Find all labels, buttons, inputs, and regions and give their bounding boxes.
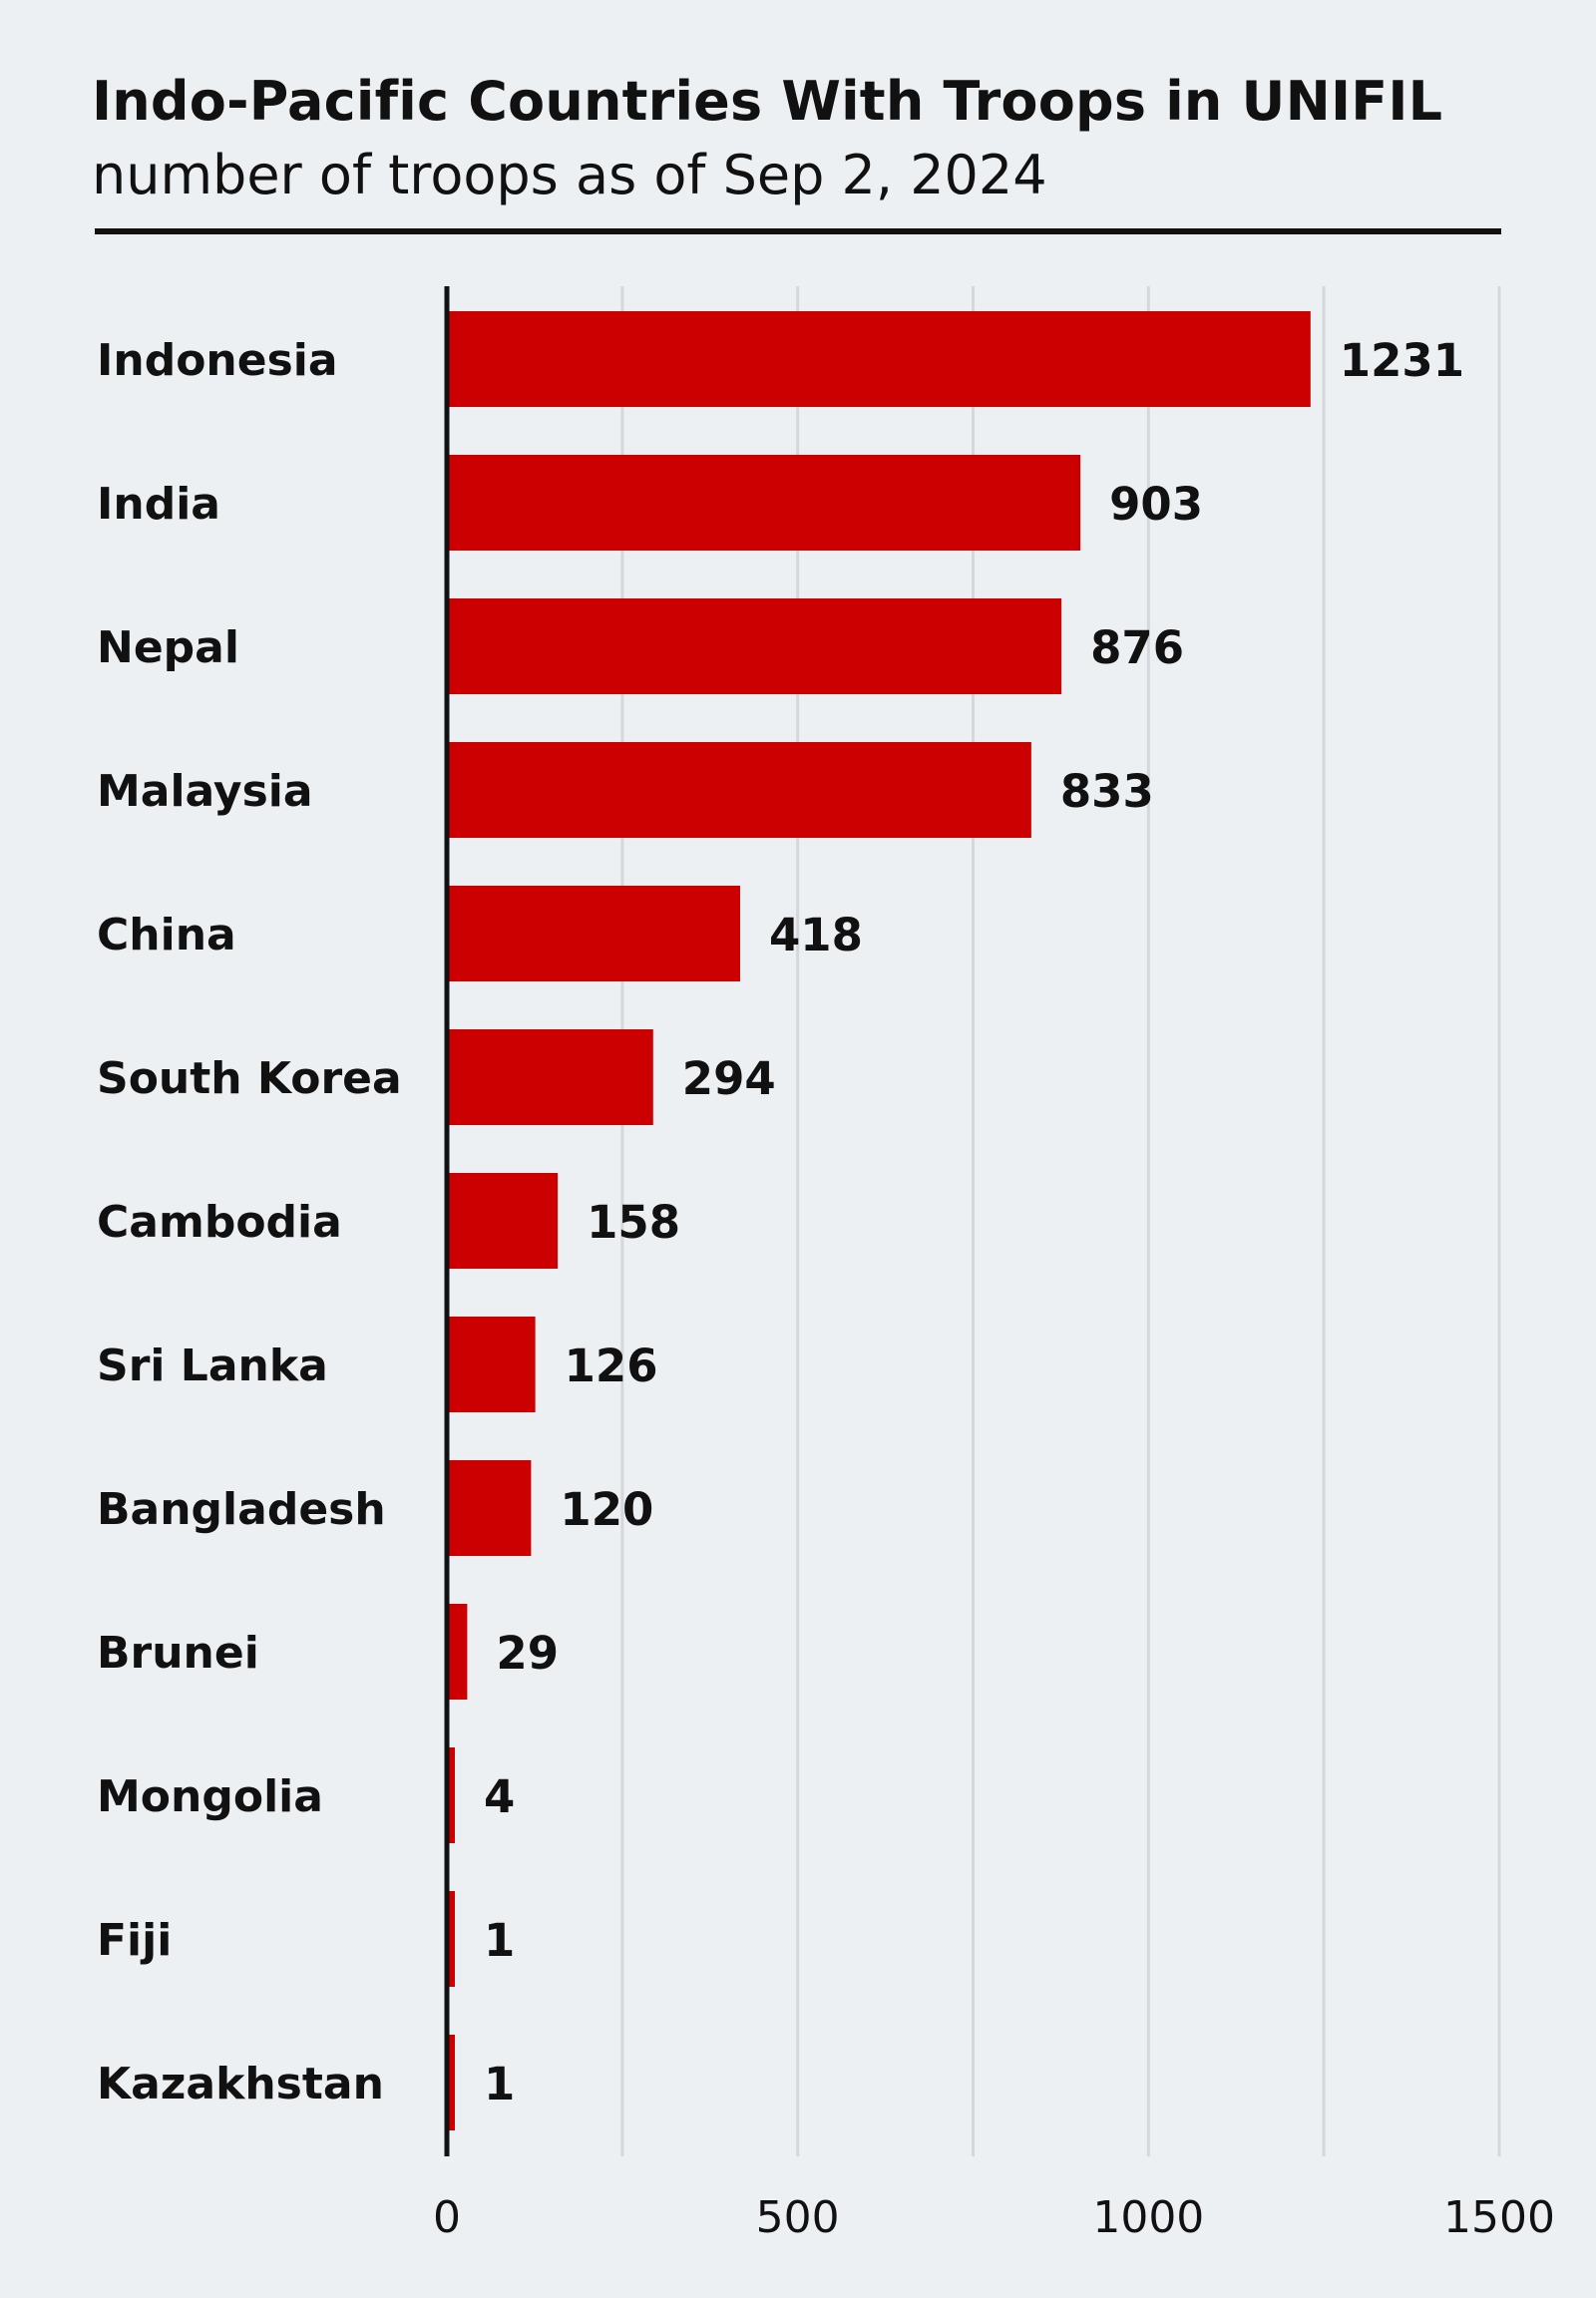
x-tick-label-1500: 1500 bbox=[1443, 2192, 1555, 2243]
bar-fiji bbox=[447, 1891, 455, 1987]
category-label-indonesia: Indonesia bbox=[97, 335, 338, 386]
category-label-malaysia: Malaysia bbox=[97, 766, 313, 817]
chart-title: Indo-Pacific Countries With Troops in UN… bbox=[92, 70, 1443, 133]
bar-kazakhstan bbox=[447, 2035, 455, 2130]
value-label-sri-lanka: 126 bbox=[565, 1340, 658, 1392]
value-label-mongolia: 4 bbox=[484, 1770, 515, 1823]
bar-indonesia bbox=[447, 311, 1311, 407]
category-label-bangladesh: Bangladesh bbox=[97, 1484, 386, 1535]
category-label-south-korea: South Korea bbox=[97, 1053, 402, 1104]
value-label-south-korea: 294 bbox=[682, 1052, 776, 1105]
bar-nepal bbox=[447, 598, 1062, 694]
category-label-kazakhstan: Kazakhstan bbox=[97, 2059, 384, 2109]
x-tick-label-1000: 1000 bbox=[1092, 2192, 1204, 2243]
value-label-malaysia: 833 bbox=[1060, 765, 1154, 818]
value-label-cambodia: 158 bbox=[587, 1196, 680, 1249]
category-label-nepal: Nepal bbox=[97, 622, 239, 673]
bar-cambodia bbox=[447, 1173, 559, 1269]
bar-mongolia bbox=[447, 1747, 455, 1843]
value-label-fiji: 1 bbox=[484, 1914, 515, 1967]
bar-bangladesh bbox=[447, 1460, 532, 1556]
x-tick-label-500: 500 bbox=[756, 2192, 840, 2243]
category-label-india: India bbox=[97, 479, 220, 530]
category-label-sri-lanka: Sri Lanka bbox=[97, 1340, 328, 1391]
value-label-bangladesh: 120 bbox=[560, 1483, 653, 1536]
x-tick-label-0: 0 bbox=[433, 2192, 461, 2243]
value-label-kazakhstan: 1 bbox=[484, 2058, 515, 2110]
category-label-fiji: Fiji bbox=[97, 1915, 172, 1966]
category-label-cambodia: Cambodia bbox=[97, 1197, 342, 1248]
bar-malaysia bbox=[447, 742, 1031, 838]
chart-subtitle: number of troops as of Sep 2, 2024 bbox=[92, 144, 1047, 206]
value-label-brunei: 29 bbox=[496, 1627, 559, 1680]
category-label-mongolia: Mongolia bbox=[97, 1771, 323, 1822]
bar-brunei bbox=[447, 1604, 468, 1700]
value-label-nepal: 876 bbox=[1090, 621, 1184, 674]
title-rule bbox=[95, 228, 1501, 234]
value-label-china: 418 bbox=[769, 909, 863, 961]
category-label-brunei: Brunei bbox=[97, 1628, 259, 1679]
value-label-indonesia: 1231 bbox=[1340, 334, 1464, 387]
bar-south-korea bbox=[447, 1029, 653, 1125]
bar-india bbox=[447, 455, 1081, 551]
bar-sri-lanka bbox=[447, 1317, 536, 1412]
value-label-india: 903 bbox=[1109, 478, 1203, 531]
bar-china bbox=[447, 886, 740, 981]
category-label-china: China bbox=[97, 910, 236, 960]
